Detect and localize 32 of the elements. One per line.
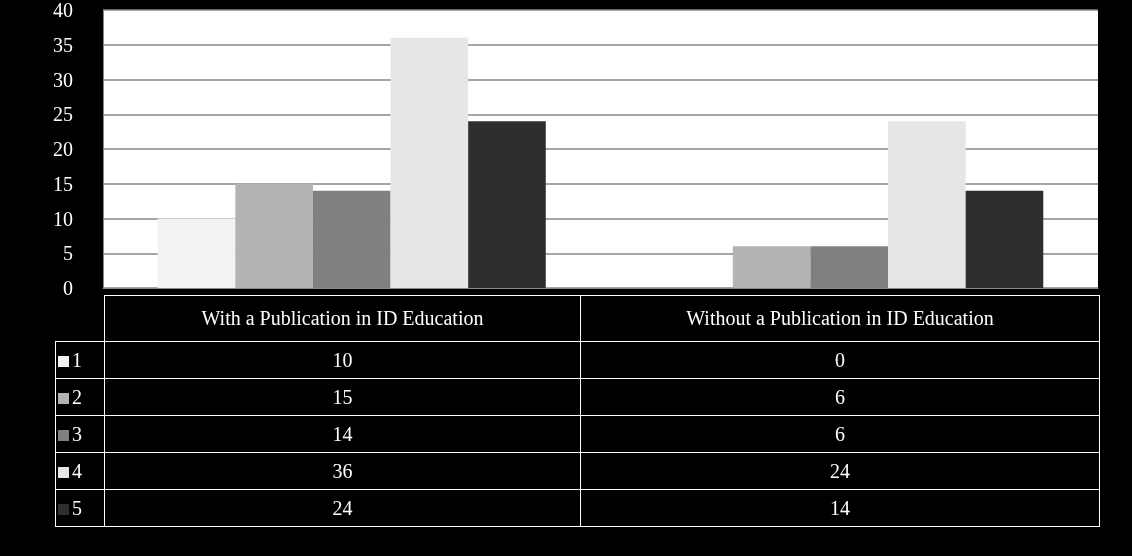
y-tick-label: 10 <box>53 207 73 230</box>
legend-label: 2 <box>55 378 105 416</box>
y-tick-label: 20 <box>53 138 73 160</box>
y-tick-label: 40 <box>53 0 73 21</box>
data-label: 15 <box>104 378 581 416</box>
data-label: 36 <box>104 452 581 490</box>
bar <box>888 121 966 288</box>
y-tick-label: 30 <box>53 68 73 91</box>
data-label: 0 <box>580 341 1100 379</box>
bar <box>157 218 236 288</box>
bar <box>390 37 469 288</box>
x-tick-label: Without a Publication in ID Education <box>580 295 1100 342</box>
data-label: 6 <box>580 378 1100 416</box>
bar <box>468 121 546 288</box>
y-tick-label: 25 <box>53 103 73 126</box>
y-tick-label: 5 <box>63 242 73 265</box>
x-tick-label: With a Publication in ID Education <box>104 295 581 342</box>
y-tick-label: 15 <box>53 172 73 195</box>
data-label: 6 <box>580 415 1100 453</box>
y-tick-label: 35 <box>53 33 73 56</box>
legend-label: 3 <box>55 415 105 453</box>
legend-label: 1 <box>55 341 105 379</box>
data-label: 24 <box>104 489 581 527</box>
bar <box>965 190 1044 288</box>
legend-label: 4 <box>55 452 105 490</box>
bar <box>732 246 811 288</box>
y-tick-label: 0 <box>63 277 73 299</box>
data-label: 10 <box>104 341 581 379</box>
bar <box>235 183 313 288</box>
data-label: 24 <box>580 452 1100 490</box>
data-label: 14 <box>104 415 581 453</box>
data-label: 14 <box>580 489 1100 527</box>
